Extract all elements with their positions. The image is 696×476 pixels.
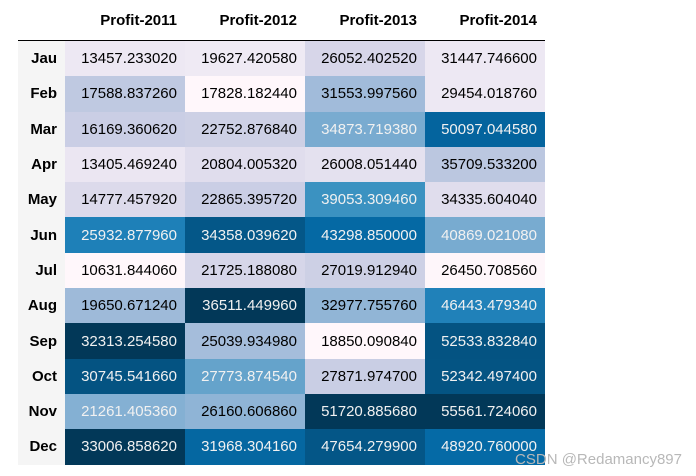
- table-cell: 34335.604040: [425, 182, 545, 218]
- table-cell: 30745.541660: [65, 358, 185, 394]
- table-cell: 26052.402520: [305, 40, 425, 77]
- table-row: Jun 25932.877960 34358.039620 43298.850000 4…: [18, 217, 545, 253]
- table-row: Jul 10631.844060 21725.188080 27019.912940 2…: [18, 252, 545, 289]
- table-cell: 51720.885680: [305, 393, 425, 430]
- table-cell: 18850.090840: [305, 323, 425, 359]
- table-cell: 25932.877960: [65, 217, 185, 253]
- table-row: Nov 21261.405360 26160.606860 51720.885680 5…: [18, 393, 545, 430]
- table-cell: 13457.233020: [65, 40, 185, 77]
- table-cell: 20804.005320: [185, 146, 305, 183]
- row-label: Apr: [18, 146, 65, 183]
- corner-cell: [18, 0, 65, 41]
- table-row: Dec 33006.858620 31968.304160 47654.279900 4…: [18, 429, 545, 465]
- table-row: Aug 19650.671240 36511.449960 32977.755760 4…: [18, 288, 545, 324]
- table-cell: 26008.051440: [305, 146, 425, 183]
- column-header: Profit-2014: [425, 0, 545, 41]
- table-cell: 43298.850000: [305, 217, 425, 253]
- table-cell: 32313.254580: [65, 323, 185, 359]
- table-cell: 31968.304160: [185, 429, 305, 465]
- table-cell: 27773.874540: [185, 358, 305, 394]
- row-label: Sep: [18, 323, 65, 359]
- watermark: CSDN @Redamancy897: [515, 451, 682, 468]
- row-label: Mar: [18, 111, 65, 147]
- table-cell: 34873.719380: [305, 111, 425, 147]
- column-header: Profit-2011: [65, 0, 185, 41]
- row-label: May: [18, 182, 65, 218]
- row-label: Jul: [18, 252, 65, 289]
- table-cell: 26160.606860: [185, 393, 305, 430]
- table-cell: 27871.974700: [305, 358, 425, 394]
- table-cell: 40869.021080: [425, 217, 545, 253]
- table-cell: 36511.449960: [185, 288, 305, 324]
- table-cell: 13405.469240: [65, 146, 185, 183]
- column-header: Profit-2013: [305, 0, 425, 41]
- table-cell: 46443.479340: [425, 288, 545, 324]
- table-row: Mar 16169.360620 22752.876840 34873.719380 5…: [18, 111, 545, 147]
- table-cell: 33006.858620: [65, 429, 185, 465]
- table-row: Apr 13405.469240 20804.005320 26008.051440 3…: [18, 146, 545, 183]
- table-cell: 39053.309460: [305, 182, 425, 218]
- table-cell: 16169.360620: [65, 111, 185, 147]
- table-cell: 26450.708560: [425, 252, 545, 289]
- row-label: Feb: [18, 76, 65, 112]
- header-row: Profit-2011 Profit-2012 Profit-2013 Prof…: [18, 0, 545, 41]
- table-cell: 22752.876840: [185, 111, 305, 147]
- table-cell: 21725.188080: [185, 252, 305, 289]
- profit-heatmap-table: Profit-2011 Profit-2012 Profit-2013 Prof…: [18, 0, 545, 465]
- table-row: Oct 30745.541660 27773.874540 27871.974700 5…: [18, 358, 545, 394]
- table-cell: 35709.533200: [425, 146, 545, 183]
- row-label: Nov: [18, 393, 65, 430]
- row-label: Jau: [18, 40, 65, 77]
- table-cell: 32977.755760: [305, 288, 425, 324]
- table-row: Jau 13457.233020 19627.420580 26052.402520 3…: [18, 40, 545, 77]
- table-cell: 25039.934980: [185, 323, 305, 359]
- column-header: Profit-2012: [185, 0, 305, 41]
- table-cell: 19627.420580: [185, 40, 305, 77]
- table-cell: 10631.844060: [65, 252, 185, 289]
- table-cell: 19650.671240: [65, 288, 185, 324]
- table-row: May 14777.457920 22865.395720 39053.309460 3…: [18, 182, 545, 218]
- table-cell: 48920.760000: [425, 429, 545, 465]
- table-cell: 17588.837260: [65, 76, 185, 112]
- table-cell: 34358.039620: [185, 217, 305, 253]
- row-label: Aug: [18, 288, 65, 324]
- table-cell: 31553.997560: [305, 76, 425, 112]
- table-cell: 52533.832840: [425, 323, 545, 359]
- table-cell: 21261.405360: [65, 393, 185, 430]
- table-cell: 22865.395720: [185, 182, 305, 218]
- row-label: Oct: [18, 358, 65, 394]
- table-cell: 29454.018760: [425, 76, 545, 112]
- table-cell: 55561.724060: [425, 393, 545, 430]
- table-cell: 17828.182440: [185, 76, 305, 112]
- table-row: Feb 17588.837260 17828.182440 31553.997560 2…: [18, 76, 545, 112]
- table-cell: 31447.746600: [425, 40, 545, 77]
- row-label: Dec: [18, 429, 65, 465]
- table-cell: 47654.279900: [305, 429, 425, 465]
- table-cell: 14777.457920: [65, 182, 185, 218]
- table-row: Sep 32313.254580 25039.934980 18850.090840 5…: [18, 323, 545, 359]
- table-cell: 50097.044580: [425, 111, 545, 147]
- table-cell: 52342.497400: [425, 358, 545, 394]
- table-cell: 27019.912940: [305, 252, 425, 289]
- row-label: Jun: [18, 217, 65, 253]
